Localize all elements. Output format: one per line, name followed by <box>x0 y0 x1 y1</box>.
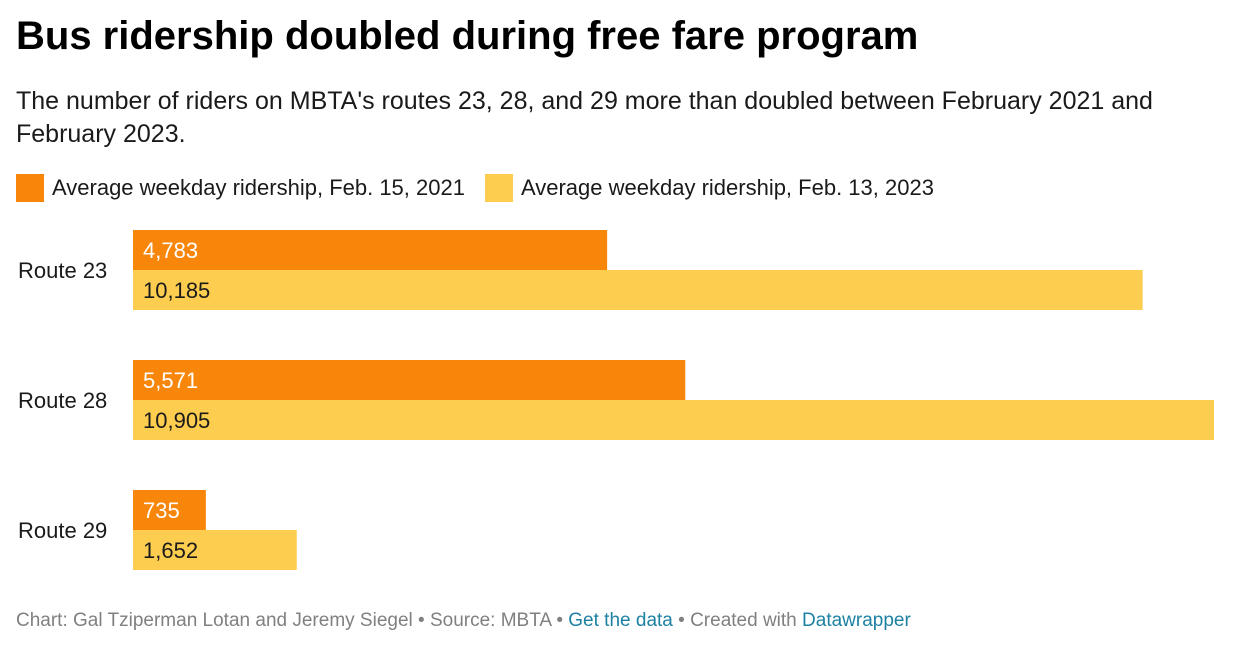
datawrapper-link[interactable]: Datawrapper <box>802 610 911 631</box>
footer-source: Source: MBTA <box>429 610 552 631</box>
legend-item-2021: Average weekday ridership, Feb. 15, 2021 <box>16 174 465 202</box>
legend-label-2023: Average weekday ridership, Feb. 13, 2023 <box>520 175 934 200</box>
data-label: 735 <box>143 498 180 523</box>
chart-title: Bus ridership doubled during free fare p… <box>16 14 919 58</box>
get-the-data-link[interactable]: Get the data <box>568 610 673 631</box>
chart-footer: Chart: Gal Tziperman Lotan and Jeremy Si… <box>16 610 911 632</box>
category-label: Route 23 <box>18 258 107 283</box>
legend-swatch-2021 <box>16 174 44 202</box>
bar-route-23-series-2 <box>133 270 1143 310</box>
bar-route-28-series-1 <box>133 360 686 400</box>
chart-legend: Average weekday ridership, Feb. 15, 2021… <box>16 174 954 202</box>
bar-route-29-series-2 <box>133 530 297 570</box>
footer-created-with: Created with <box>690 610 797 631</box>
data-label: 5,571 <box>143 368 198 393</box>
legend-label-2021: Average weekday ridership, Feb. 15, 2021 <box>52 175 465 200</box>
bar-route-28-series-2 <box>133 400 1214 440</box>
bar-route-23-series-1 <box>133 230 608 270</box>
footer-separator: • <box>412 610 430 631</box>
category-label: Route 29 <box>18 518 107 543</box>
chart-subtitle: The number of riders on MBTA's routes 23… <box>16 87 1153 148</box>
bar-group-route-29: Route 29 735 1,652 <box>18 490 297 570</box>
data-label: 1,652 <box>143 538 198 563</box>
legend-item-2023: Average weekday ridership, Feb. 13, 2023 <box>484 174 934 202</box>
data-label: 4,783 <box>143 238 198 263</box>
footer-credit: Chart: Gal Tziperman Lotan and Jeremy Si… <box>16 610 413 631</box>
bar-group-route-28: Route 28 5,571 10,905 <box>18 360 1214 440</box>
data-label: 10,185 <box>143 278 210 303</box>
legend-swatch-2023 <box>484 174 513 202</box>
bar-group-route-23: Route 23 4,783 10,185 <box>18 230 1143 310</box>
data-label: 10,905 <box>143 408 210 433</box>
bar-route-29-series-1 <box>133 490 206 530</box>
footer-separator: • <box>551 610 569 631</box>
footer-separator: • <box>672 610 691 631</box>
category-label: Route 28 <box>18 388 107 413</box>
